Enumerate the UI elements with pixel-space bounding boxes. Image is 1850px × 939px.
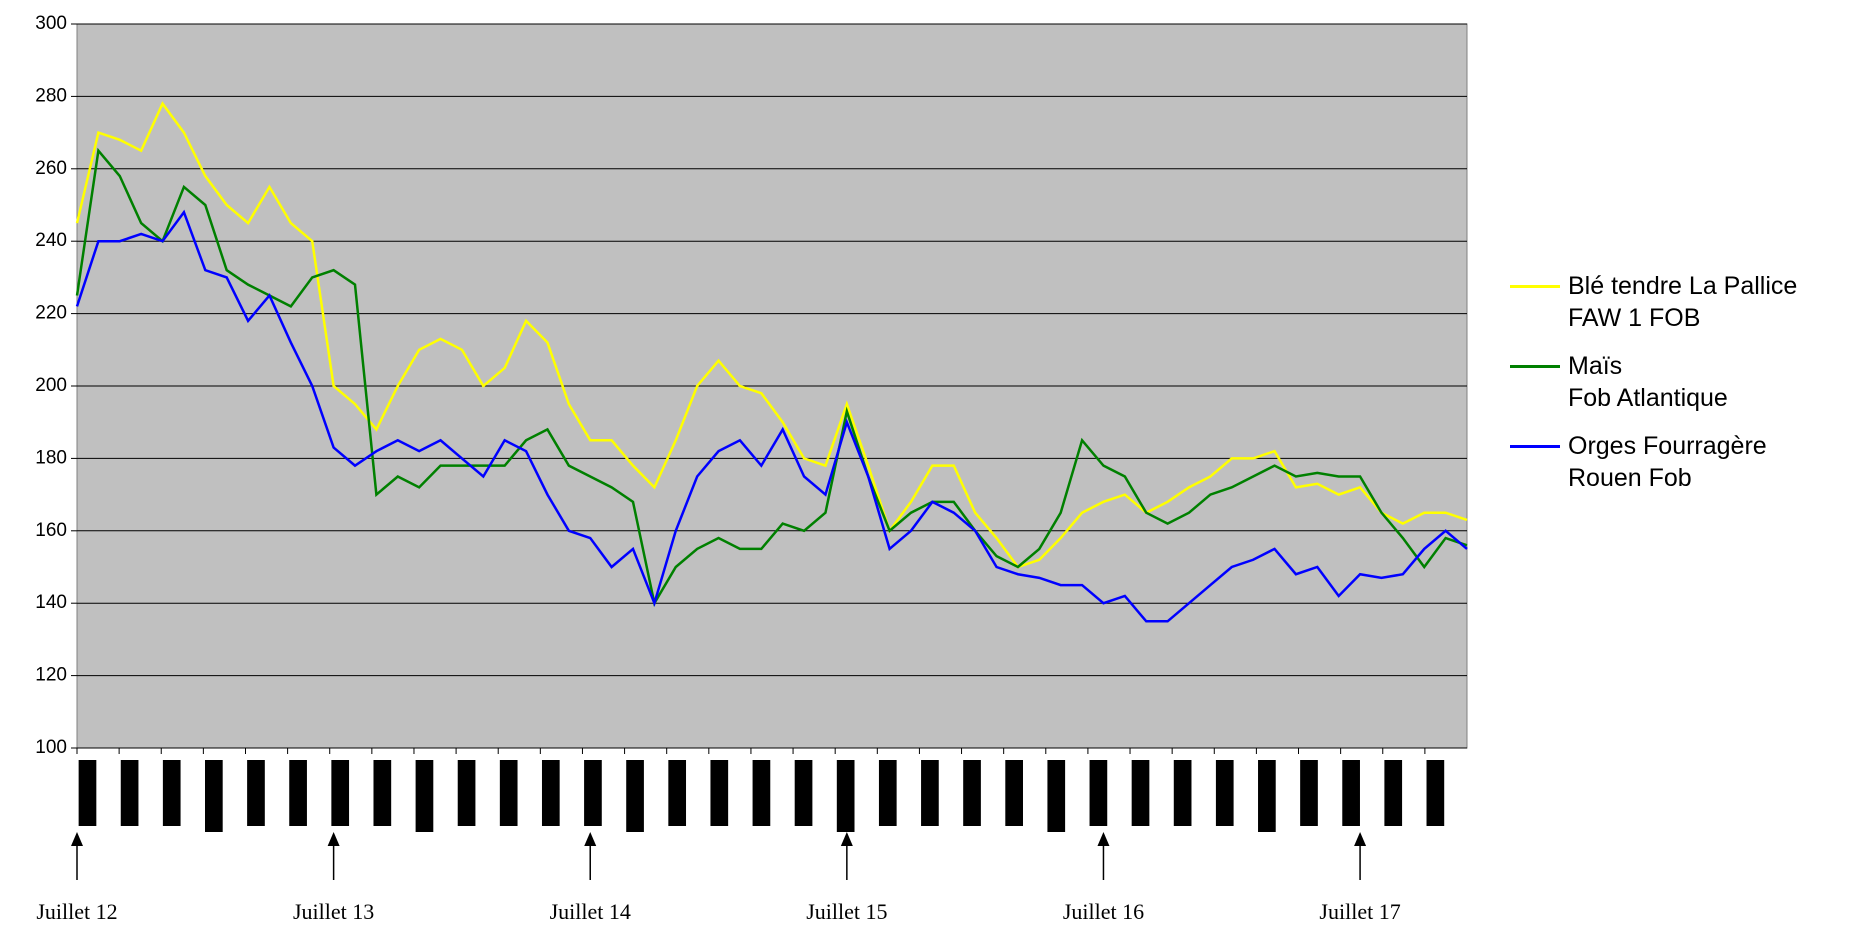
y-tick-label: 280	[35, 85, 67, 106]
axis-bar	[1173, 760, 1192, 826]
legend: Blé tendre La Pallice FAW 1 FOB Maïs Fob …	[1510, 270, 1797, 510]
axis-bar	[373, 760, 392, 826]
axis-bar	[162, 760, 181, 826]
axis-bar	[541, 760, 560, 826]
series-line	[75, 147, 1468, 607]
axis-bar	[963, 760, 981, 826]
legend-swatch	[1510, 285, 1560, 288]
arrow-head	[71, 832, 83, 846]
legend-item: Blé tendre La Pallice FAW 1 FOB	[1510, 270, 1797, 334]
axis-bar	[1005, 760, 1023, 826]
arrow-head	[1097, 832, 1110, 846]
legend-label: Blé tendre La Pallice FAW 1 FOB	[1568, 272, 1798, 332]
x-tick-label: Juillet 17	[1319, 899, 1400, 924]
axis-bar	[668, 760, 687, 826]
axis-bar	[78, 760, 97, 826]
axis-bar	[1131, 760, 1150, 826]
legend-swatch	[1510, 365, 1560, 368]
axis-bar	[247, 760, 265, 826]
arrow-head	[1354, 832, 1367, 846]
axis-bar	[752, 760, 771, 826]
x-tick-label: Juillet 14	[550, 899, 631, 924]
axis-bar	[1300, 760, 1318, 826]
y-tick-label: 140	[35, 592, 67, 613]
axis-bar	[457, 760, 476, 826]
y-tick-label: 100	[35, 737, 67, 758]
axis-bar	[499, 760, 518, 826]
axis-bar	[120, 760, 139, 826]
axis-bar	[836, 760, 855, 832]
axis-bar	[921, 760, 939, 826]
axis-bar	[1426, 760, 1445, 826]
axis-bar	[626, 760, 644, 832]
axis-bar	[1047, 760, 1066, 832]
axis-bar	[1089, 760, 1108, 826]
axis-bar	[289, 760, 307, 826]
legend-item: Maïs Fob Atlantique	[1510, 350, 1797, 414]
x-tick-label: Juillet 15	[806, 899, 887, 924]
axis-bar	[794, 760, 813, 826]
axis-bar	[415, 760, 434, 832]
legend-item: Orges Fourragère Rouen Fob	[1510, 430, 1797, 494]
axis-bar	[710, 760, 729, 826]
y-tick-label: 260	[35, 158, 67, 179]
axis-bar	[1258, 760, 1276, 832]
y-tick-label: 120	[35, 665, 67, 686]
arrow-head	[584, 832, 597, 846]
legend-swatch	[1510, 445, 1560, 448]
axis-bar	[1342, 760, 1360, 826]
axis-bar	[878, 760, 897, 826]
y-tick-label: 240	[35, 230, 67, 251]
x-tick-label: Juillet 16	[1063, 899, 1144, 924]
axis-bar	[331, 760, 350, 826]
axis-bar	[1384, 760, 1403, 826]
y-tick-label: 180	[35, 447, 67, 468]
y-tick-label: 300	[35, 13, 67, 34]
series-line	[75, 209, 1468, 623]
y-tick-label: 160	[35, 520, 67, 541]
x-tick-label: Juillet 12	[36, 899, 117, 924]
axis-bar	[205, 760, 223, 832]
legend-label: Maïs Fob Atlantique	[1568, 352, 1728, 412]
arrow-head	[327, 832, 340, 846]
y-tick-label: 220	[35, 303, 67, 324]
axis-bar	[584, 760, 602, 826]
legend-label: Orges Fourragère Rouen Fob	[1568, 432, 1767, 492]
y-tick-label: 200	[35, 375, 67, 396]
series-line	[75, 101, 1468, 569]
arrow-head	[840, 832, 853, 846]
x-tick-label: Juillet 13	[293, 899, 374, 924]
axis-bar	[1215, 760, 1234, 826]
